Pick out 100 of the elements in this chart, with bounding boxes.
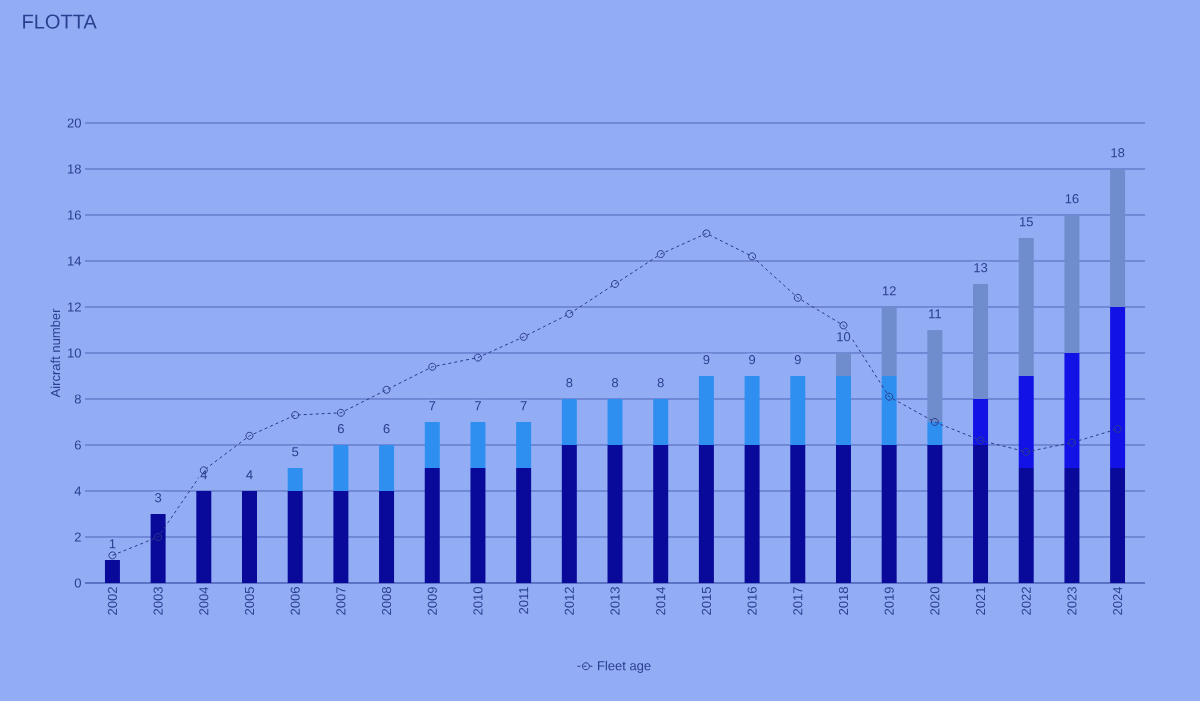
bar xyxy=(1110,168,1126,307)
bar xyxy=(744,375,760,445)
bar xyxy=(424,467,440,583)
bar xyxy=(287,467,303,491)
x-tick-label: 2022 xyxy=(1021,587,1031,615)
point xyxy=(1022,447,1031,456)
x-tick-label: 2013 xyxy=(610,587,620,615)
bar xyxy=(516,467,532,583)
point xyxy=(291,411,300,420)
bar xyxy=(653,398,669,445)
total-label: 7 xyxy=(520,401,527,411)
point xyxy=(565,309,574,318)
bar xyxy=(973,398,989,445)
y-tick-label: 8 xyxy=(74,394,81,404)
bar xyxy=(150,513,166,583)
bar xyxy=(1018,375,1034,468)
y-tick-label: 0 xyxy=(74,578,81,588)
point xyxy=(702,229,711,238)
x-tick-label: 2023 xyxy=(1067,587,1077,615)
bar xyxy=(698,375,714,445)
point xyxy=(428,362,437,371)
x-tick-label: 2008 xyxy=(381,587,392,615)
x-tick-label: 2017 xyxy=(793,587,803,615)
chart-title: FLOTTA xyxy=(23,14,97,29)
x-tick-label: 2006 xyxy=(290,587,300,615)
y-tick-label: 2 xyxy=(74,532,81,542)
point xyxy=(245,431,254,440)
bar xyxy=(790,444,806,583)
x-tick-label: 2015 xyxy=(701,587,711,615)
total-label: 15 xyxy=(1019,217,1033,227)
total-label: 9 xyxy=(749,355,756,365)
x-tick-label: 2004 xyxy=(199,586,209,615)
legend-label: Fleet age xyxy=(598,660,651,673)
bar xyxy=(607,398,623,445)
total-label: 3 xyxy=(155,493,162,503)
x-tick-label: 2002 xyxy=(107,587,118,615)
bar xyxy=(881,444,897,583)
bar xyxy=(973,444,989,583)
total-label: 11 xyxy=(929,309,941,319)
x-tick-label: 2016 xyxy=(747,587,757,615)
bar xyxy=(653,444,669,583)
point xyxy=(1067,438,1076,447)
total-label: 13 xyxy=(974,263,988,273)
bar xyxy=(1064,214,1080,353)
point xyxy=(885,392,894,401)
bar xyxy=(698,444,714,583)
x-tick-label: 2021 xyxy=(975,587,986,615)
x-tick-label: 2020 xyxy=(930,587,940,615)
point xyxy=(108,551,117,560)
total-label: 7 xyxy=(429,401,436,411)
total-label: 8 xyxy=(566,378,573,388)
point xyxy=(1113,424,1122,433)
point xyxy=(839,321,848,330)
bar xyxy=(470,467,486,583)
x-tick-label: 2024 xyxy=(1113,586,1123,615)
bar xyxy=(1018,467,1034,583)
bar xyxy=(881,306,897,376)
bar xyxy=(927,329,943,422)
total-label: 16 xyxy=(1065,194,1079,204)
bar xyxy=(973,283,989,399)
total-label: 8 xyxy=(657,378,664,388)
x-tick-label: 2011 xyxy=(519,587,529,614)
point xyxy=(473,353,482,362)
bar xyxy=(379,490,395,583)
total-label: 7 xyxy=(475,401,481,411)
point xyxy=(611,279,620,288)
bar xyxy=(1110,306,1126,468)
bar xyxy=(607,444,623,583)
bar xyxy=(333,444,349,491)
x-tick-label: 2019 xyxy=(884,587,894,615)
bar xyxy=(561,398,577,445)
bar xyxy=(470,421,486,468)
bar xyxy=(881,375,897,445)
point xyxy=(519,332,528,341)
total-label: 9 xyxy=(794,355,801,365)
total-label: 4 xyxy=(200,470,208,480)
y-axis-title: Aircraft number xyxy=(50,308,61,398)
bar xyxy=(561,444,577,583)
x-tick-label: 2007 xyxy=(336,587,346,615)
x-tick-label: 2005 xyxy=(244,587,255,615)
bar xyxy=(516,421,532,468)
x-tick-label: 2012 xyxy=(564,587,574,615)
bar xyxy=(379,444,395,491)
point xyxy=(656,250,665,259)
point xyxy=(382,385,391,394)
total-label: 10 xyxy=(837,332,851,342)
bar xyxy=(835,352,851,376)
bar xyxy=(333,490,349,583)
y-tick-label: 4 xyxy=(74,486,82,496)
bar xyxy=(196,490,212,583)
point xyxy=(154,532,163,541)
bar xyxy=(1018,237,1034,376)
bar xyxy=(104,559,120,583)
bar xyxy=(242,490,257,583)
bar xyxy=(424,421,440,468)
bar xyxy=(927,444,943,583)
total-label: 1 xyxy=(109,539,116,549)
x-tick-label: 2010 xyxy=(473,587,483,615)
point xyxy=(976,436,985,445)
y-tick-label: 10 xyxy=(68,348,81,358)
